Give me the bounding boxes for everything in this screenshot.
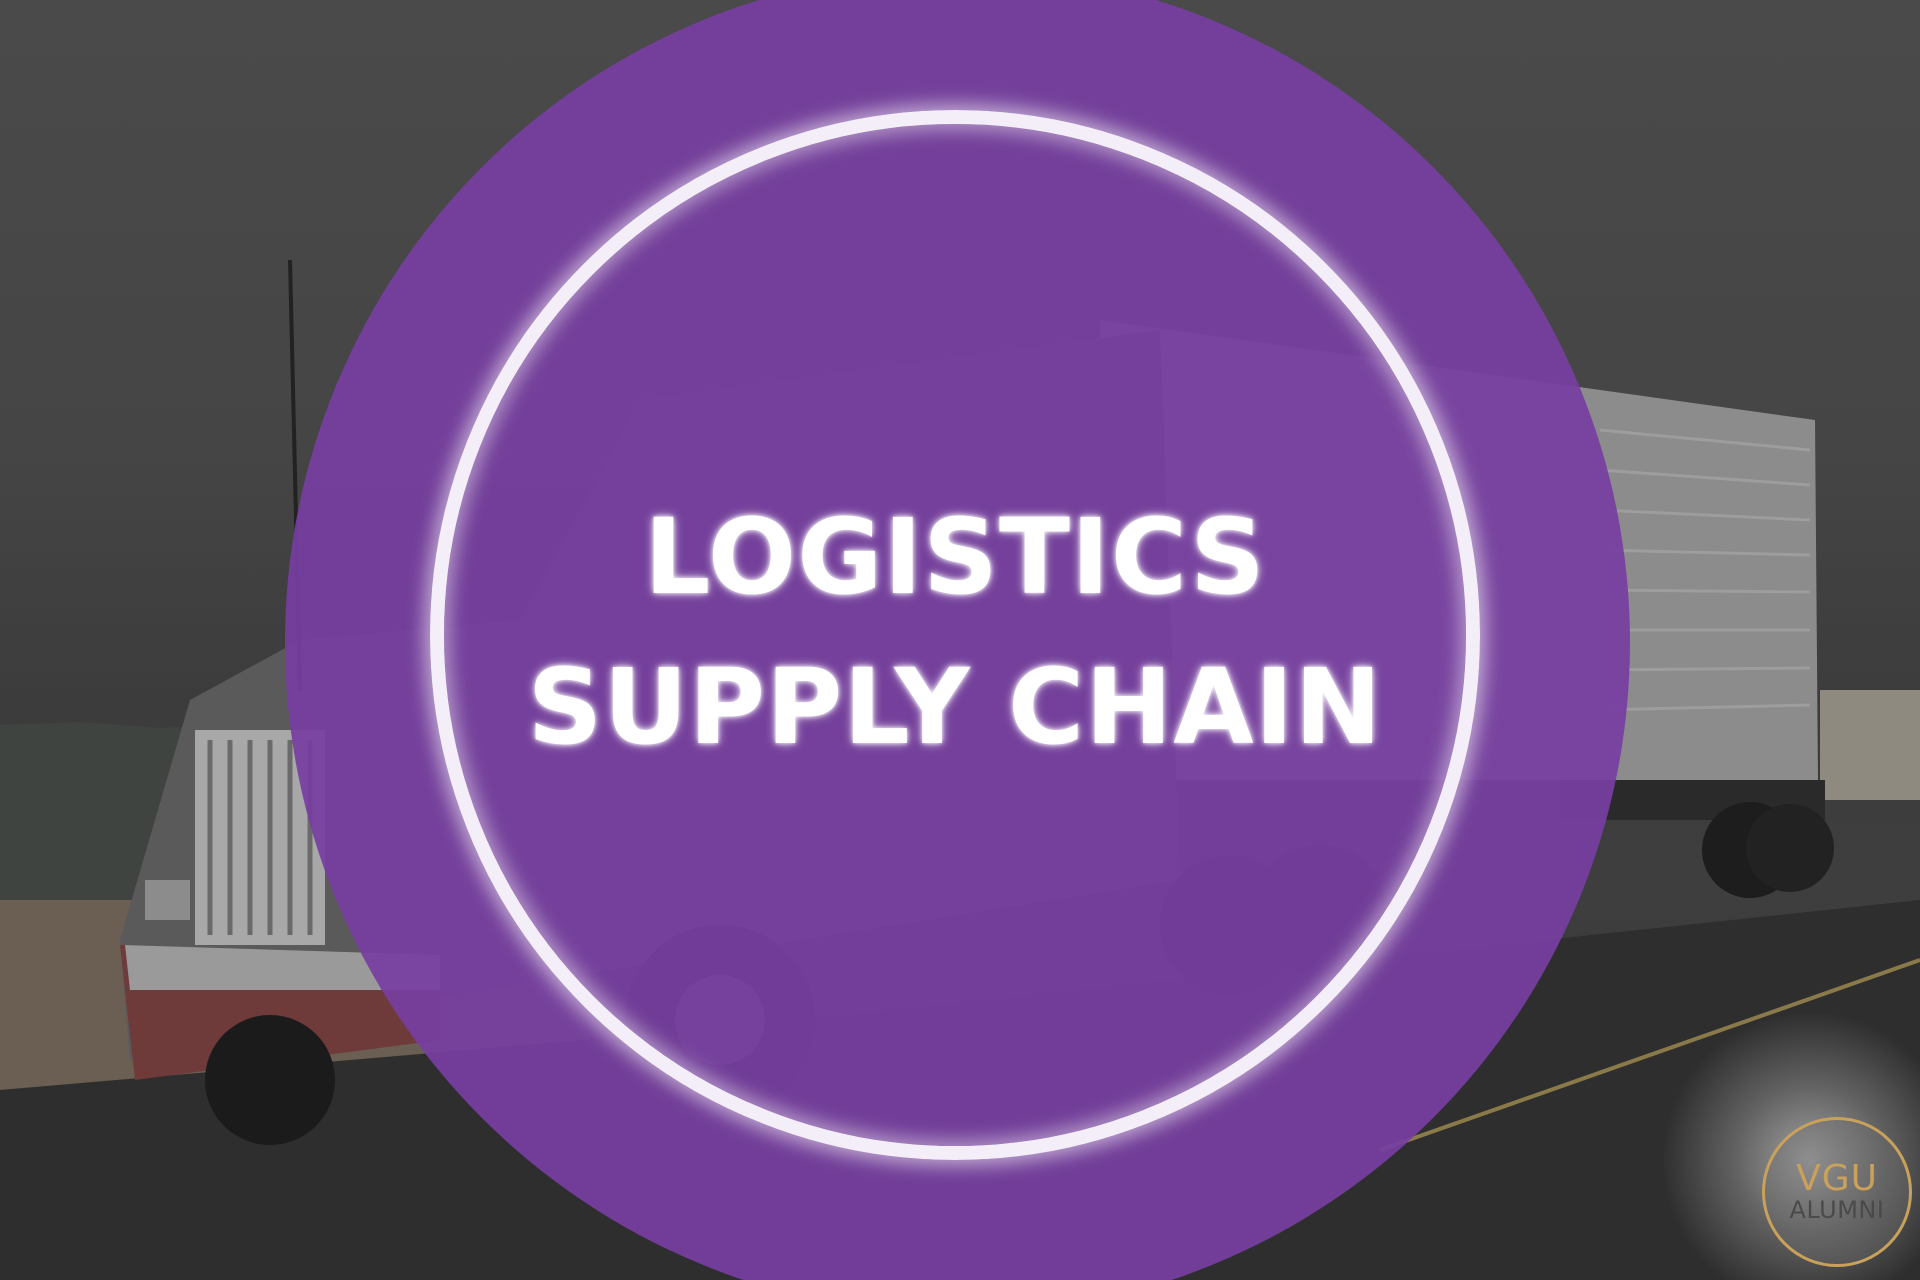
vgu-alumni-logo: VGU ALUMNI [1762, 1117, 1912, 1267]
truck-bumper-chrome [125, 945, 440, 990]
bumper-wheel [205, 1015, 335, 1145]
title-line-1: LOGISTICS [644, 496, 1266, 618]
trailer-wheel [1746, 804, 1834, 892]
road-line [1379, 958, 1920, 1152]
building [1820, 690, 1920, 800]
title-line-2: SUPPLY CHAIN [527, 646, 1383, 768]
logo-line-1: VGU [1796, 1157, 1878, 1199]
headlight [145, 880, 190, 920]
glowing-ring [430, 110, 1480, 1160]
logo-line-2: ALUMNI [1789, 1195, 1885, 1224]
